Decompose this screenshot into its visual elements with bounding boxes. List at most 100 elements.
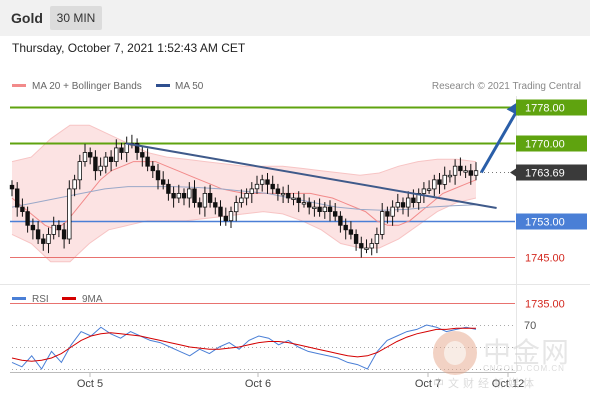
candle-body xyxy=(98,165,103,172)
candle xyxy=(452,159,458,185)
candle xyxy=(447,170,453,183)
candle-body xyxy=(20,206,25,213)
candle-body xyxy=(35,229,41,240)
candle xyxy=(390,200,395,226)
candle xyxy=(134,138,140,160)
rsi-level-label: 70 xyxy=(524,320,536,332)
candle-body xyxy=(426,188,432,191)
candle-body xyxy=(134,142,140,153)
candle-body xyxy=(140,152,145,158)
candle xyxy=(343,218,348,240)
candle-body xyxy=(385,211,390,217)
candle-body xyxy=(259,179,265,185)
candle xyxy=(30,218,36,240)
candle xyxy=(61,223,67,249)
research-credit: Research © 2021 Trading Central xyxy=(432,81,581,92)
candle xyxy=(103,152,108,174)
candle-body xyxy=(187,188,192,199)
candle xyxy=(119,142,124,160)
candle-body xyxy=(296,197,301,203)
timeframe-badge[interactable]: 30 MIN xyxy=(50,6,102,30)
projection-arrow-shaft xyxy=(480,109,519,174)
candle-body xyxy=(155,170,161,181)
ma50-line xyxy=(11,186,477,211)
candle xyxy=(254,175,260,194)
watermark-subtitle: 中文财经新媒体 xyxy=(433,378,538,390)
candle xyxy=(473,162,479,181)
candle-body xyxy=(447,174,453,178)
candle xyxy=(35,221,41,244)
candle-body xyxy=(244,192,249,199)
candle-body xyxy=(239,197,244,203)
candle xyxy=(275,183,281,201)
candle-body xyxy=(192,188,197,203)
candle xyxy=(228,206,234,228)
candle xyxy=(379,203,385,240)
legend-label-ma20: MA 20 + Bollinger Bands xyxy=(32,81,142,92)
candle-body xyxy=(166,183,171,194)
candle-body xyxy=(275,188,281,194)
legend-label-ma50: MA 50 xyxy=(175,81,204,92)
candle xyxy=(442,166,447,190)
legend-label-9ma: 9MA xyxy=(82,294,103,305)
downtrend-line xyxy=(125,142,497,209)
x-tick-label: Oct 12 xyxy=(492,378,524,390)
candle xyxy=(187,182,192,208)
candle xyxy=(432,174,437,197)
candle xyxy=(82,143,88,167)
candle xyxy=(322,202,327,219)
candle-body xyxy=(432,179,437,190)
candle xyxy=(301,193,307,208)
candle-body xyxy=(400,202,406,208)
candle xyxy=(249,182,254,203)
candle-body xyxy=(25,211,30,226)
legend-label-rsi: RSI xyxy=(32,294,49,305)
candle-body xyxy=(254,183,260,190)
candle xyxy=(463,165,468,178)
candle-body xyxy=(390,206,395,217)
trend-annotations xyxy=(125,101,519,209)
candle-body xyxy=(103,156,108,167)
moving-averages xyxy=(11,161,477,231)
legend-swatch-ma50 xyxy=(156,84,170,87)
candle xyxy=(46,227,51,254)
candle-body xyxy=(442,174,447,185)
candle xyxy=(400,197,406,215)
candle xyxy=(369,238,374,256)
candle-body xyxy=(176,192,181,199)
candle-body xyxy=(223,215,228,222)
candle xyxy=(426,180,432,194)
candle xyxy=(332,203,338,222)
candle xyxy=(233,195,239,222)
candle-body xyxy=(452,165,458,176)
candle-body xyxy=(9,184,15,190)
candle xyxy=(150,161,155,178)
candle-body xyxy=(82,152,88,163)
candle-body xyxy=(343,224,348,231)
candle xyxy=(327,200,333,222)
candle-body xyxy=(160,179,166,185)
candle-body xyxy=(51,224,56,235)
candle-body xyxy=(458,165,463,172)
candle-body xyxy=(291,197,296,200)
candle-body xyxy=(317,206,322,213)
level-badge-2 xyxy=(516,164,587,181)
candle-body xyxy=(67,188,72,240)
candle-body xyxy=(56,224,62,231)
rsi-9ma-line xyxy=(11,327,476,362)
candle xyxy=(14,182,20,217)
price-level-labels: 1778.00 1770.00 1763.69 1753.00 1745.00 1735.… xyxy=(510,99,587,311)
candle xyxy=(395,193,400,213)
projection-arrow-head xyxy=(506,101,519,116)
candle-body xyxy=(145,156,150,167)
candle xyxy=(353,229,359,251)
level-label-2: 1763.69 xyxy=(525,168,565,180)
watermark-url: CNGOLD.COM.CN xyxy=(483,364,565,373)
candle-body xyxy=(270,183,275,190)
candle xyxy=(218,200,223,226)
candle-body xyxy=(312,206,317,210)
candle xyxy=(207,184,213,208)
chart-datetime: Thursday, October 7, 2021 1:52:43 AM CET xyxy=(12,41,246,55)
candle xyxy=(181,188,187,206)
